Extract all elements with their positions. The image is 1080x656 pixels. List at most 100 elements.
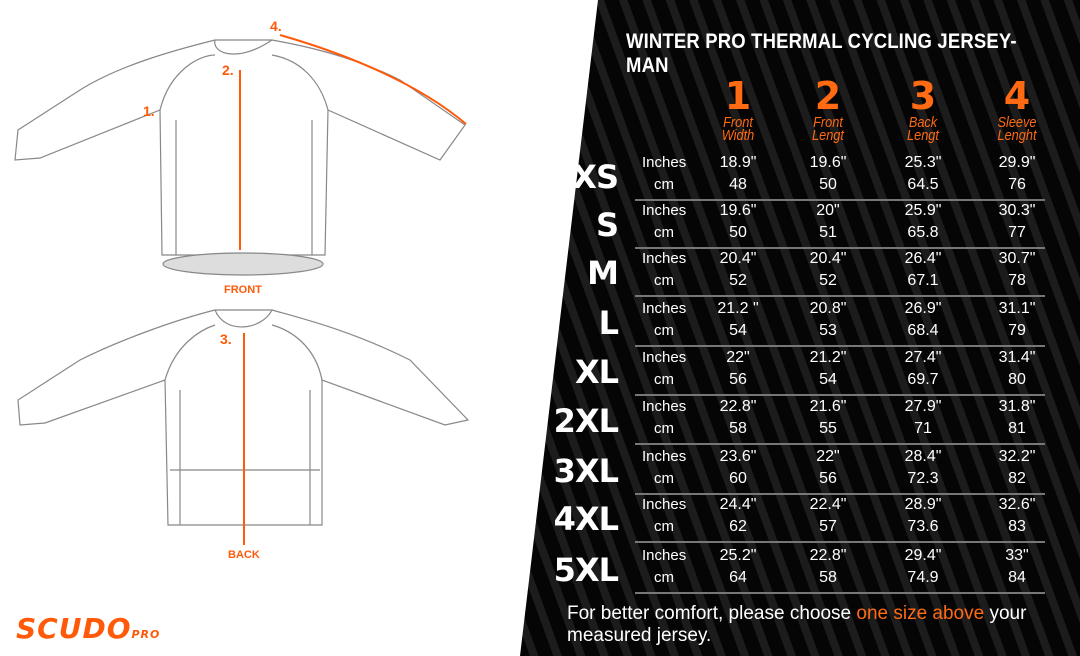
- value-inches: 32.6": [998, 496, 1036, 513]
- value-cm: 78: [1008, 272, 1026, 289]
- unit-inches: Inches: [642, 300, 687, 317]
- size-row: M Inches cm 20.4" 52 20.4" 52 26.4" 67.1 30.…: [540, 248, 1050, 297]
- value-cm: 76: [1008, 176, 1026, 193]
- value-inches: 31.4": [998, 349, 1036, 366]
- value-inches: 28.4": [904, 448, 942, 465]
- value-inches: 27.4": [904, 349, 942, 366]
- value-inches: 22.4": [809, 496, 847, 513]
- value-inches: 23.6": [719, 448, 757, 465]
- row-divider: [635, 592, 1045, 594]
- unit-cm: cm: [654, 569, 674, 586]
- value-inches: 31.1": [998, 300, 1036, 317]
- size-row: XL Inches cm 22" 56 21.2" 54 27.4" 69.7 31.4…: [540, 347, 1050, 396]
- value-cm: 71: [914, 420, 932, 437]
- value-cm: 84: [1008, 569, 1026, 586]
- size-label: 2XL: [553, 402, 619, 440]
- mark-4: 4.: [270, 18, 282, 34]
- value-inches: 20.4": [719, 250, 757, 267]
- front-jersey-drawing: [14, 39, 466, 276]
- unit-cm: cm: [654, 272, 674, 289]
- unit-inches: Inches: [642, 154, 687, 171]
- value-inches: 19.6": [719, 202, 757, 219]
- value-cm: 48: [729, 176, 747, 193]
- value-inches: 20.4": [809, 250, 847, 267]
- column-header: 1 Front Width: [721, 74, 755, 144]
- value-cm: 74.9: [907, 569, 939, 586]
- unit-inches: Inches: [642, 250, 687, 267]
- value-inches: 20": [816, 202, 840, 219]
- value-inches: 22": [816, 448, 840, 465]
- value-cm: 67.1: [907, 272, 939, 289]
- unit-cm: cm: [654, 322, 674, 339]
- value-inches: 21.2": [809, 349, 847, 366]
- value-cm: 53: [819, 322, 837, 339]
- value-inches: 31.8": [998, 398, 1036, 415]
- value-inches: 29.9": [998, 154, 1036, 171]
- row-divider: [635, 295, 1045, 297]
- unit-cm: cm: [654, 371, 674, 388]
- value-cm: 77: [1008, 224, 1026, 241]
- unit-cm: cm: [654, 176, 674, 193]
- row-divider: [635, 247, 1045, 249]
- value-cm: 54: [729, 322, 747, 339]
- value-cm: 57: [819, 518, 837, 535]
- value-inches: 25.3": [904, 154, 942, 171]
- value-cm: 72.3: [907, 470, 939, 487]
- value-cm: 56: [819, 470, 837, 487]
- unit-inches: Inches: [642, 202, 687, 219]
- scudo-logo: SCUDOPRO: [16, 612, 161, 645]
- size-label: XL: [574, 353, 619, 391]
- value-inches: 33": [1005, 547, 1029, 564]
- mark-2: 2.: [222, 62, 234, 78]
- value-cm: 64: [729, 569, 747, 586]
- unit-inches: Inches: [642, 398, 687, 415]
- value-inches: 26.4": [904, 250, 942, 267]
- value-cm: 52: [819, 272, 837, 289]
- size-row: 4XL Inches cm 24.4" 62 22.4" 57 28.9" 73.6 3…: [540, 494, 1050, 543]
- size-row: 3XL Inches cm 23.6" 60 22" 56 28.4" 72.3 32.…: [540, 446, 1050, 495]
- size-label: 3XL: [553, 452, 619, 490]
- value-inches: 19.6": [809, 154, 847, 171]
- value-inches: 24.4": [719, 496, 757, 513]
- fit-note: For better comfort, please choose one si…: [567, 603, 1027, 646]
- value-inches: 21.2 ": [717, 300, 759, 317]
- value-cm: 52: [729, 272, 747, 289]
- size-row: XS Inches cm 18.9" 48 19.6" 50 25.3" 64.5 29…: [540, 152, 1050, 201]
- unit-cm: cm: [654, 420, 674, 437]
- size-row: S Inches cm 19.6" 50 20" 51 25.9" 65.8 30.3"…: [540, 200, 1050, 249]
- unit-cm: cm: [654, 518, 674, 535]
- value-cm: 73.6: [907, 518, 939, 535]
- value-cm: 56: [729, 371, 747, 388]
- unit-inches: Inches: [642, 349, 687, 366]
- value-cm: 55: [819, 420, 837, 437]
- size-row: 2XL Inches cm 22.8" 58 21.6" 55 27.9" 71 31.…: [540, 396, 1050, 445]
- value-cm: 81: [1008, 420, 1026, 437]
- column-header: 2 Front Lengt: [812, 74, 844, 144]
- value-inches: 22": [726, 349, 750, 366]
- unit-cm: cm: [654, 224, 674, 241]
- value-inches: 21.6": [809, 398, 847, 415]
- jersey-diagrams: [14, 34, 470, 545]
- value-cm: 54: [819, 371, 837, 388]
- value-cm: 58: [819, 569, 837, 586]
- value-inches: 18.9": [719, 154, 757, 171]
- value-inches: 22.8": [719, 398, 757, 415]
- chart-title: WINTER PRO THERMAL CYCLING JERSEY-MAN: [626, 30, 1017, 77]
- value-inches: 25.2": [719, 547, 757, 564]
- size-label: XS: [572, 158, 619, 196]
- value-inches: 28.9": [904, 496, 942, 513]
- mark-3: 3.: [220, 331, 232, 347]
- value-inches: 20.8": [809, 300, 847, 317]
- value-cm: 68.4: [907, 322, 939, 339]
- measure-arrows: [239, 34, 467, 545]
- unit-cm: cm: [654, 470, 674, 487]
- value-cm: 65.8: [907, 224, 939, 241]
- column-header: 4 Sleeve Lenght: [997, 74, 1037, 144]
- value-inches: 32.2": [998, 448, 1036, 465]
- value-cm: 51: [819, 224, 837, 241]
- value-inches: 27.9": [904, 398, 942, 415]
- value-cm: 79: [1008, 322, 1026, 339]
- value-cm: 62: [729, 518, 747, 535]
- unit-inches: Inches: [642, 547, 687, 564]
- size-row: L Inches cm 21.2 " 54 20.8" 53 26.9" 68.4 31…: [540, 298, 1050, 347]
